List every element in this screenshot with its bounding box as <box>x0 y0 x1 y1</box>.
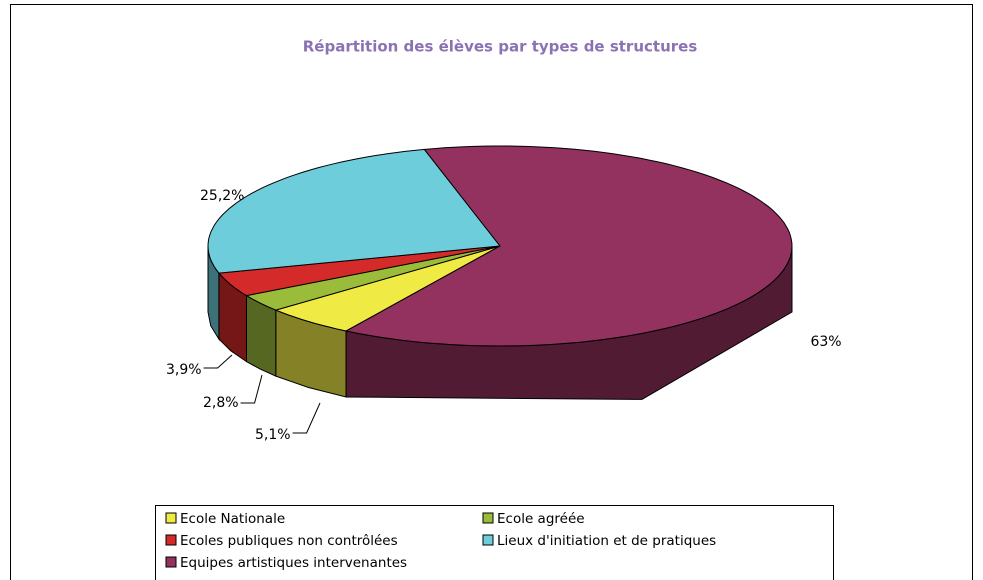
legend-label: Ecole agréée <box>497 511 585 527</box>
legend: Ecole Nationale Ecole agréée Ecoles publiq… <box>165 511 716 571</box>
leader-line <box>240 374 263 404</box>
legend-label: Equipes artistiques intervenantes <box>180 555 407 571</box>
pie: 5,1% 2,8% 3,9% 25,2% 63% <box>166 145 842 443</box>
legend-swatch <box>482 534 494 546</box>
slice <box>217 245 501 297</box>
leader-line <box>292 402 321 434</box>
legend-swatch <box>165 512 177 524</box>
legend-box <box>155 505 834 580</box>
slice <box>274 245 501 332</box>
data-label: 63% <box>810 334 841 350</box>
legend-swatch <box>482 512 494 524</box>
legend-swatch <box>165 534 177 546</box>
data-label: 5,1% <box>255 427 291 443</box>
data-label: 3,9% <box>166 362 202 378</box>
legend-label: Ecole Nationale <box>180 511 285 527</box>
legend-label: Lieux d'initiation et de pratiques <box>497 533 716 549</box>
data-label: 2,8% <box>203 395 239 411</box>
chart-title: Répartition des élèves par types de stru… <box>303 38 698 56</box>
slice <box>207 148 501 274</box>
data-label: 25,2% <box>200 188 244 204</box>
slice <box>344 145 793 347</box>
legend-label: Ecoles publiques non contrôlées <box>180 533 398 549</box>
legend-swatch <box>165 556 177 568</box>
leader-line <box>203 354 233 369</box>
slice <box>245 245 501 311</box>
